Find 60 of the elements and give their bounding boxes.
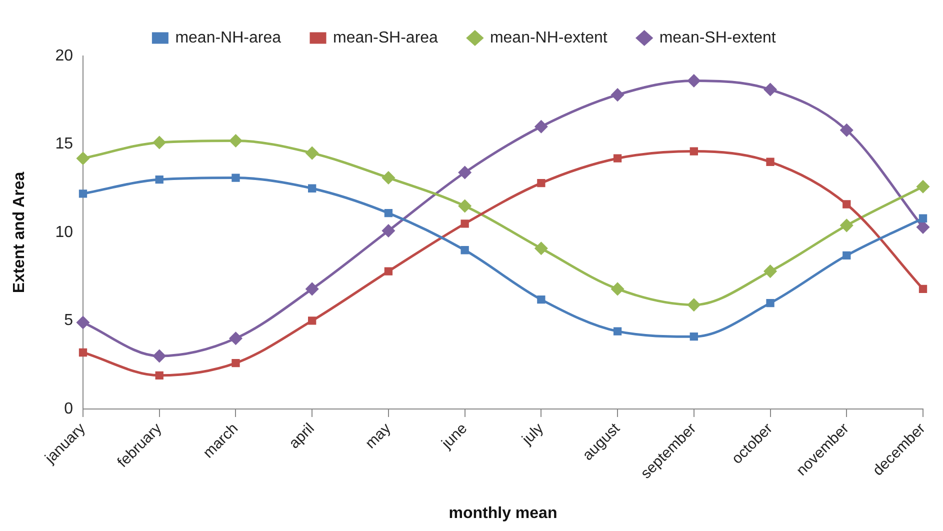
point — [232, 358, 240, 368]
point — [306, 146, 318, 160]
point — [306, 282, 318, 296]
point — [764, 83, 777, 96]
point — [840, 219, 853, 232]
point — [537, 178, 546, 188]
point — [229, 134, 242, 147]
legend-label: mean-SH-extent — [659, 29, 776, 46]
y-tick-label: 10 — [55, 224, 74, 241]
point — [918, 284, 928, 294]
x-tick-label: july — [518, 420, 548, 449]
legend-label: mean-NH-extent — [490, 29, 608, 46]
point — [460, 220, 469, 228]
x-tick-label: may — [362, 420, 395, 452]
point — [384, 267, 393, 276]
point — [611, 88, 624, 102]
legend-label: mean-NH-area — [175, 29, 282, 46]
point — [76, 316, 90, 329]
point — [384, 208, 393, 218]
point — [916, 180, 930, 193]
point — [76, 152, 90, 165]
x-axis-title: monthly mean — [448, 504, 558, 522]
y-tick-label: 0 — [64, 400, 74, 418]
point — [842, 251, 851, 260]
point — [229, 332, 242, 345]
point — [534, 120, 548, 133]
point — [840, 124, 853, 136]
point — [308, 316, 316, 325]
point — [842, 200, 851, 208]
point — [613, 154, 622, 162]
point — [382, 172, 395, 184]
point — [766, 158, 774, 166]
y-tick-label: 5 — [64, 312, 74, 330]
point — [153, 136, 166, 149]
point — [611, 282, 624, 296]
point — [764, 265, 777, 278]
point — [155, 175, 164, 184]
point — [458, 166, 472, 179]
point — [688, 74, 700, 87]
point — [458, 200, 472, 212]
y-tick-label: 20 — [55, 47, 74, 64]
point — [534, 242, 548, 255]
point — [690, 332, 698, 341]
point — [232, 174, 240, 182]
point — [308, 184, 316, 192]
point — [766, 298, 774, 308]
point — [78, 190, 88, 198]
point — [382, 224, 395, 237]
y-tick-label: 15 — [55, 136, 74, 153]
point — [537, 295, 546, 304]
y-axis-title: Extent and Area — [11, 172, 28, 294]
point — [688, 298, 700, 312]
point — [918, 214, 928, 222]
point — [78, 348, 88, 357]
point — [153, 350, 166, 362]
point — [690, 147, 698, 156]
point — [155, 371, 164, 380]
point — [460, 246, 469, 254]
legend-label: mean-SH-area — [333, 29, 438, 46]
point — [613, 327, 622, 336]
